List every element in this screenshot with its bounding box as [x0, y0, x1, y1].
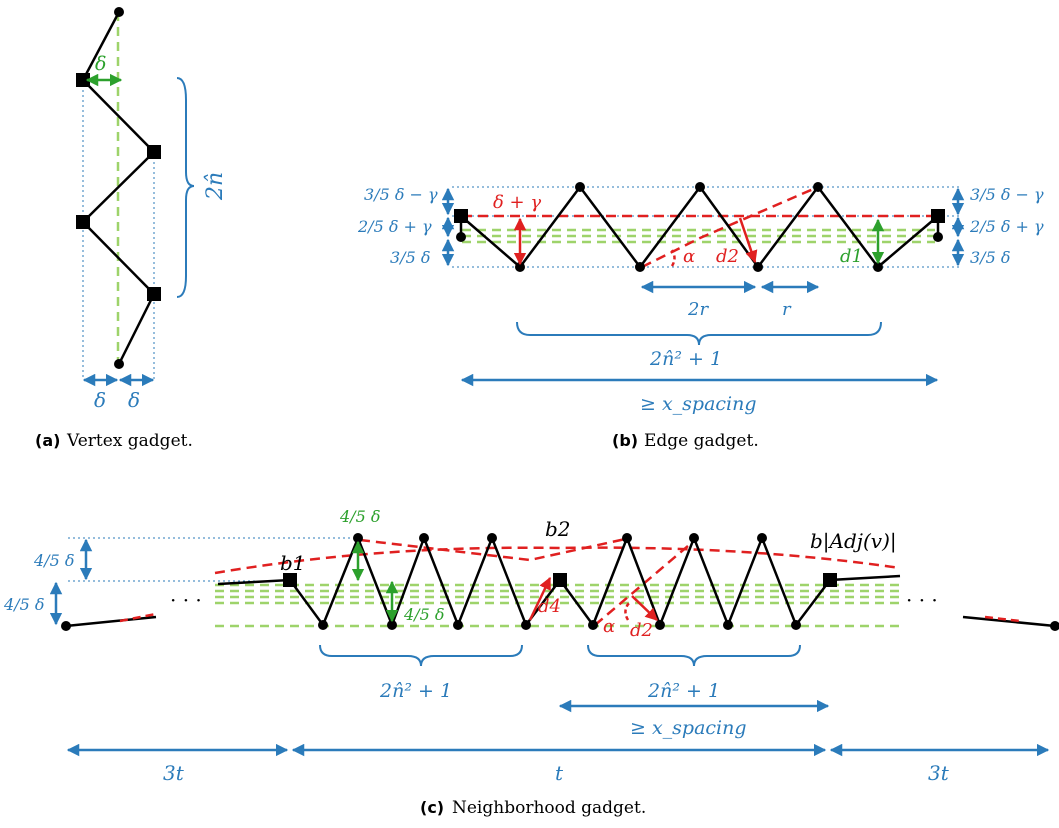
caption-b-text: Edge gadget.	[644, 431, 759, 451]
left-top-label: 4/5 δ	[33, 551, 74, 570]
right-tail	[962, 615, 1056, 628]
d2-arrow	[631, 595, 658, 621]
chain-node	[521, 620, 531, 630]
d4-arrow	[528, 576, 552, 621]
chain-node	[419, 533, 429, 543]
red-diagonal	[641, 185, 819, 269]
right-brace-label: 2n̂² + 1	[647, 680, 720, 702]
left-bot-label: 4/5 δ	[3, 595, 44, 614]
delta-label: δ	[95, 53, 106, 75]
vertex-chain	[81, 11, 156, 365]
b1-label: b1	[280, 551, 306, 575]
left-top-label: 3/5 δ − γ	[364, 185, 438, 204]
right-bot-label: 3/5 δ	[970, 248, 1010, 267]
chain-node	[723, 620, 733, 630]
chain-node	[757, 533, 767, 543]
chain-node	[813, 182, 823, 192]
left-bot-label: 3/5 δ	[390, 248, 430, 267]
spacing-label: ≥ x_spacing	[640, 393, 757, 415]
spacing-label: ≥ x_spacing	[630, 717, 747, 739]
alpha-label: α	[603, 616, 615, 637]
endpoint-node	[114, 359, 124, 369]
right-tail-red	[984, 615, 1021, 623]
red-envelope	[214, 546, 901, 575]
d1-label: d1	[840, 246, 863, 267]
dots-left: · · ·	[170, 588, 202, 612]
bend-node	[76, 215, 90, 229]
bend-node	[147, 287, 161, 301]
chain-node	[791, 620, 801, 630]
bend-node	[147, 145, 161, 159]
caption-c-tag: (c)	[420, 798, 444, 817]
chain-node	[695, 182, 705, 192]
b-adj-node	[823, 573, 837, 587]
alpha-label: α	[683, 246, 695, 267]
left-brace	[319, 644, 523, 667]
right-mid-label: 2/5 δ + γ	[969, 217, 1044, 236]
green-mid-label: 4/5 δ	[403, 605, 444, 624]
endpoint-node	[1050, 621, 1059, 631]
chain-node	[453, 620, 463, 630]
edge-brace	[516, 321, 882, 346]
caption-a-tag: (a)	[35, 431, 60, 450]
chain-node	[655, 620, 665, 630]
r-label: r	[782, 299, 792, 320]
stub-node	[456, 232, 466, 242]
vertex-gadget: δ 2n̂ δ δ	[76, 7, 228, 412]
middle-t-label: t	[555, 761, 564, 785]
alpha-arc	[670, 249, 676, 267]
edge-end-node	[454, 209, 468, 223]
chain-node	[588, 620, 598, 630]
chain-node	[873, 262, 883, 272]
green-top-label: 4/5 δ	[339, 507, 380, 526]
height-label: 2n̂	[203, 172, 228, 201]
left-mid-label: 2/5 δ + γ	[357, 217, 432, 236]
left-3t-label: 3t	[163, 761, 185, 785]
chain-node	[622, 533, 632, 543]
d2-arrow	[738, 217, 758, 264]
chain-node	[318, 620, 328, 630]
d2-label: d2	[716, 246, 739, 267]
chain-node	[753, 262, 763, 272]
right-top-label: 3/5 δ − γ	[970, 185, 1044, 204]
b2-node	[553, 573, 567, 587]
red-envelope-inner	[359, 536, 631, 562]
edge-gadget: δ + γ d2 α d1 3/5 δ − γ 2/5 δ + γ 3/5 δ …	[357, 182, 1044, 415]
caption-b-tag: (b)	[612, 431, 638, 450]
edge-brace-label: 2n̂² + 1	[649, 348, 722, 370]
b1-node	[283, 573, 297, 587]
right-brace	[587, 644, 801, 667]
caption-c-text: Neighborhood gadget.	[452, 798, 646, 818]
red-height-label: δ + γ	[493, 192, 541, 213]
chain-node	[689, 533, 699, 543]
chain-node	[575, 182, 585, 192]
alpha-arc	[624, 601, 631, 621]
delta-left-label: δ	[94, 388, 106, 412]
chain-node	[387, 620, 397, 630]
two-r-label: 2r	[687, 299, 709, 320]
caption-a-text: Vertex gadget.	[66, 431, 193, 451]
b-adj-label: b|Adj(v)|	[810, 529, 897, 554]
left-tail	[65, 615, 157, 628]
left-tail-red	[119, 612, 157, 623]
left-brace-label: 2n̂² + 1	[379, 680, 452, 702]
neighborhood-gadget: 4/5 δ 4/5 δ · · · · · ·	[3, 507, 1059, 785]
d2-label: d2	[630, 620, 653, 641]
edge-end-node	[931, 209, 945, 223]
delta-right-label: δ	[128, 388, 140, 412]
chain-node	[635, 262, 645, 272]
endpoint-node	[114, 7, 124, 17]
d4-label: d4	[538, 596, 561, 617]
endpoint-node	[61, 621, 71, 631]
stub-node	[933, 232, 943, 242]
dots-right: · · ·	[906, 588, 938, 612]
b2-label: b2	[545, 517, 571, 541]
height-brace	[176, 77, 195, 298]
right-3t-label: 3t	[928, 761, 950, 785]
chain-node	[353, 533, 363, 543]
chain-node	[487, 533, 497, 543]
